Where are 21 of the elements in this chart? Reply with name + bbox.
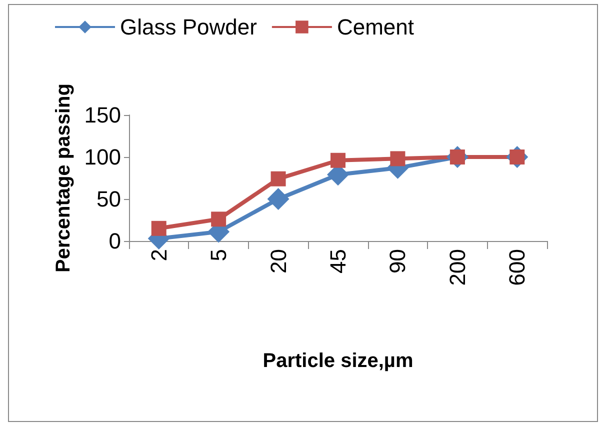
y-tick-label: 0 [108, 228, 121, 254]
legend-label: Glass Powder [120, 14, 257, 40]
point [270, 171, 286, 186]
x-tick-label: 45 [326, 249, 350, 274]
point [330, 152, 346, 168]
point [211, 212, 226, 227]
y-tick-label: 150 [84, 102, 121, 128]
x-tick-label: 90 [385, 249, 410, 274]
y-tick-label: 100 [84, 144, 121, 170]
x-tick-label: 200 [444, 249, 470, 286]
x-tick-label: 600 [504, 249, 530, 286]
point [267, 188, 290, 210]
x-tick-label: 5 [206, 249, 232, 262]
x-tick-label: 2 [146, 249, 172, 262]
y-axis-title: Percentage passing [52, 84, 74, 272]
x-tick-label: 20 [266, 249, 291, 274]
y-tick-label: 50 [96, 186, 121, 212]
legend-label: Cement [336, 14, 414, 40]
point [151, 220, 166, 236]
point [390, 151, 406, 166]
x-axis-title: Particle size,µm [262, 350, 414, 372]
